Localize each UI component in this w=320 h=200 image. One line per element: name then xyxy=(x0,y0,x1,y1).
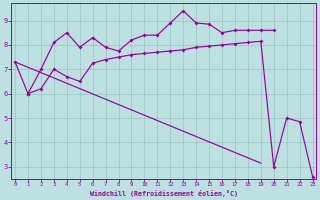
X-axis label: Windchill (Refroidissement éolien,°C): Windchill (Refroidissement éolien,°C) xyxy=(90,190,238,197)
